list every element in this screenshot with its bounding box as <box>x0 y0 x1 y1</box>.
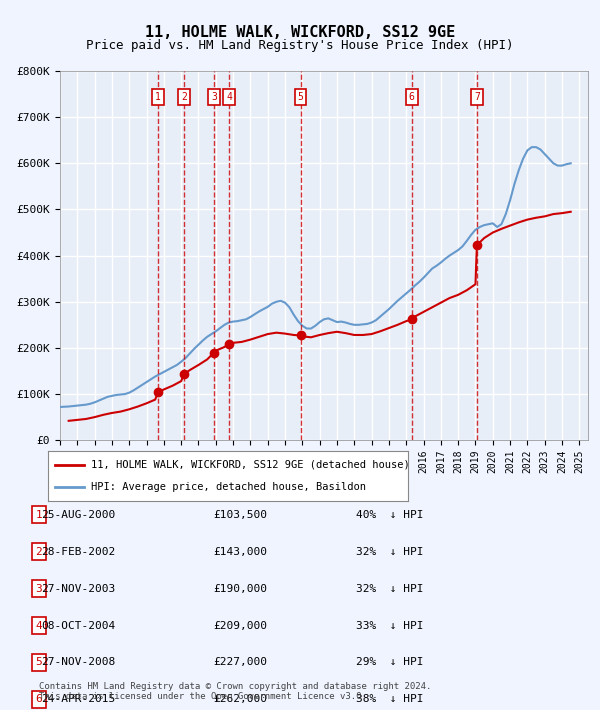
Text: 1: 1 <box>155 92 161 102</box>
Text: £262,000: £262,000 <box>213 694 267 704</box>
Text: 38%  ↓ HPI: 38% ↓ HPI <box>356 694 424 704</box>
Text: £209,000: £209,000 <box>213 621 267 630</box>
Text: 08-OCT-2004: 08-OCT-2004 <box>41 621 115 630</box>
Text: £143,000: £143,000 <box>213 547 267 557</box>
Text: HPI: Average price, detached house, Basildon: HPI: Average price, detached house, Basi… <box>91 481 366 491</box>
Text: 4: 4 <box>226 92 232 102</box>
Text: 11, HOLME WALK, WICKFORD, SS12 9GE: 11, HOLME WALK, WICKFORD, SS12 9GE <box>145 25 455 40</box>
Text: 2: 2 <box>181 92 187 102</box>
Text: 27-NOV-2008: 27-NOV-2008 <box>41 657 115 667</box>
Text: 29%  ↓ HPI: 29% ↓ HPI <box>356 657 424 667</box>
Text: 3: 3 <box>35 584 43 594</box>
Text: 1: 1 <box>35 510 43 520</box>
Text: £190,000: £190,000 <box>213 584 267 594</box>
Text: 3: 3 <box>211 92 217 102</box>
Text: 2: 2 <box>35 547 43 557</box>
Text: £227,000: £227,000 <box>213 657 267 667</box>
Text: 7: 7 <box>474 92 480 102</box>
Text: 5: 5 <box>298 92 304 102</box>
Text: 4: 4 <box>35 621 43 630</box>
Text: 6: 6 <box>35 694 43 704</box>
Text: 28-FEB-2002: 28-FEB-2002 <box>41 547 115 557</box>
Text: 11, HOLME WALK, WICKFORD, SS12 9GE (detached house): 11, HOLME WALK, WICKFORD, SS12 9GE (deta… <box>91 460 410 470</box>
Text: 32%  ↓ HPI: 32% ↓ HPI <box>356 584 424 594</box>
Text: 33%  ↓ HPI: 33% ↓ HPI <box>356 621 424 630</box>
Text: 5: 5 <box>35 657 43 667</box>
Text: 40%  ↓ HPI: 40% ↓ HPI <box>356 510 424 520</box>
Text: 32%  ↓ HPI: 32% ↓ HPI <box>356 547 424 557</box>
Text: 25-AUG-2000: 25-AUG-2000 <box>41 510 115 520</box>
Text: 6: 6 <box>409 92 415 102</box>
Text: 27-NOV-2003: 27-NOV-2003 <box>41 584 115 594</box>
Text: Contains HM Land Registry data © Crown copyright and database right 2024.
This d: Contains HM Land Registry data © Crown c… <box>39 682 431 701</box>
Text: 24-APR-2015: 24-APR-2015 <box>41 694 115 704</box>
Text: £103,500: £103,500 <box>213 510 267 520</box>
Text: Price paid vs. HM Land Registry's House Price Index (HPI): Price paid vs. HM Land Registry's House … <box>86 39 514 52</box>
